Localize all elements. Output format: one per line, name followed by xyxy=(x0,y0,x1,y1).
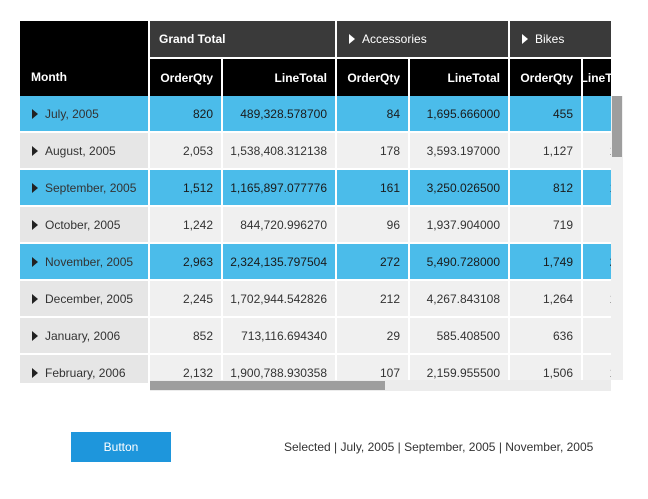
measure-header: OrderQty xyxy=(335,58,410,96)
data-cell[interactable]: 489,328.578700 xyxy=(221,96,337,133)
column-group-header[interactable]: Accessories xyxy=(335,21,510,57)
column-group-header: Grand Total xyxy=(150,21,337,57)
data-cell[interactable]: 455 xyxy=(508,96,583,133)
row-header-month[interactable]: September, 2005 xyxy=(20,170,148,207)
measure-header: OrderQty xyxy=(148,58,223,96)
data-cell[interactable]: 1,54 xyxy=(581,281,611,318)
data-cell[interactable]: 820 xyxy=(148,96,223,133)
data-cell[interactable]: 29 xyxy=(335,318,410,355)
row-header-label: January, 2006 xyxy=(45,328,121,343)
data-cell[interactable]: 719 xyxy=(508,207,583,244)
data-cell[interactable]: 212 xyxy=(335,281,410,318)
column-group-label: Grand Total xyxy=(159,32,226,46)
data-cell[interactable]: 3,593.197000 xyxy=(408,133,510,170)
data-cell[interactable]: 1,83 xyxy=(581,355,611,383)
row-header-label: July, 2005 xyxy=(45,106,99,121)
data-cell[interactable]: 844,720.996270 xyxy=(221,207,337,244)
vertical-scrollbar[interactable] xyxy=(611,96,623,380)
row-header-month[interactable]: February, 2006 xyxy=(20,355,148,383)
measure-header: OrderQty xyxy=(508,58,583,96)
expand-triangle-icon[interactable] xyxy=(522,34,528,44)
expand-triangle-icon[interactable] xyxy=(32,367,38,378)
data-cell[interactable]: 2,245 xyxy=(148,281,223,318)
data-cell[interactable]: 2,159.955500 xyxy=(408,355,510,383)
row-header-month[interactable]: October, 2005 xyxy=(20,207,148,244)
row-header-title: Month xyxy=(20,58,148,96)
data-cell[interactable]: 5,490.728000 xyxy=(408,244,510,281)
row-header-label: February, 2006 xyxy=(45,365,126,380)
data-cell[interactable]: 636 xyxy=(508,318,583,355)
data-cell[interactable]: 1,749 xyxy=(508,244,583,281)
expand-triangle-icon[interactable] xyxy=(32,108,38,119)
row-header-month[interactable]: January, 2006 xyxy=(20,318,148,355)
data-cell[interactable]: 1,127 xyxy=(508,133,583,170)
data-cell[interactable]: 852 xyxy=(148,318,223,355)
data-cell[interactable]: 1,05 xyxy=(581,170,611,207)
expand-triangle-icon[interactable] xyxy=(32,182,38,193)
grid-corner xyxy=(20,21,148,58)
horizontal-scroll-thumb[interactable] xyxy=(150,381,385,390)
data-cell[interactable]: 2,053 xyxy=(148,133,223,170)
row-header-month[interactable]: November, 2005 xyxy=(20,244,148,281)
data-cell[interactable]: 2,324,135.797504 xyxy=(221,244,337,281)
data-cell[interactable]: 1,165,897.077776 xyxy=(221,170,337,207)
data-cell[interactable]: 107 xyxy=(335,355,410,383)
row-header-label: November, 2005 xyxy=(45,254,134,269)
row-header-month[interactable]: August, 2005 xyxy=(20,133,148,170)
expand-triangle-icon[interactable] xyxy=(32,330,38,341)
expand-triangle-icon[interactable] xyxy=(32,219,38,230)
data-cell[interactable]: 1,538,408.312138 xyxy=(221,133,337,170)
data-cell[interactable]: 272 xyxy=(335,244,410,281)
data-cell[interactable]: 585.408500 xyxy=(408,318,510,355)
data-cell[interactable]: 4,267.843108 xyxy=(408,281,510,318)
data-cell[interactable]: 1,702,944.542826 xyxy=(221,281,337,318)
data-cell[interactable]: 1,937.904000 xyxy=(408,207,510,244)
data-cell[interactable]: 45 xyxy=(581,96,611,133)
vertical-scroll-thumb[interactable] xyxy=(612,96,622,157)
data-cell[interactable]: 1,264 xyxy=(508,281,583,318)
expand-triangle-icon[interactable] xyxy=(32,145,38,156)
row-header-month[interactable]: July, 2005 xyxy=(20,96,148,133)
data-cell[interactable]: 68 xyxy=(581,318,611,355)
column-group-header[interactable]: Bikes xyxy=(508,21,611,57)
data-cell[interactable]: 3,250.026500 xyxy=(408,170,510,207)
pivot-grid: Month Grand Total Accessories Bikes OrderQt… xyxy=(20,21,611,383)
measure-header: LineTotal xyxy=(408,58,510,96)
row-header-label: October, 2005 xyxy=(45,217,121,232)
expand-triangle-icon[interactable] xyxy=(32,293,38,304)
data-cell[interactable]: 812 xyxy=(508,170,583,207)
column-group-label: Bikes xyxy=(535,32,565,46)
column-group-label: Accessories xyxy=(362,32,427,46)
data-cell[interactable]: 84 xyxy=(335,96,410,133)
data-cell[interactable]: 1,695.666000 xyxy=(408,96,510,133)
data-cell[interactable]: 77 xyxy=(581,207,611,244)
data-cell[interactable]: 1,512 xyxy=(148,170,223,207)
data-cell[interactable]: 713,116.694340 xyxy=(221,318,337,355)
measure-header: LineTotal xyxy=(581,58,611,96)
row-header-month[interactable]: December, 2005 xyxy=(20,281,148,318)
data-cell[interactable]: 1,242 xyxy=(148,207,223,244)
measure-header: LineTotal xyxy=(221,58,337,96)
data-cell[interactable]: 1,506 xyxy=(508,355,583,383)
data-cell[interactable]: 2,132 xyxy=(148,355,223,383)
data-cell[interactable]: 1,900,788.930358 xyxy=(221,355,337,383)
data-cell[interactable]: 2,963 xyxy=(148,244,223,281)
data-cell[interactable]: 1,42 xyxy=(581,133,611,170)
row-header-label: September, 2005 xyxy=(45,180,137,195)
data-cell[interactable]: 178 xyxy=(335,133,410,170)
horizontal-scrollbar[interactable] xyxy=(150,380,611,391)
data-cell[interactable]: 96 xyxy=(335,207,410,244)
action-button[interactable]: Button xyxy=(71,432,171,462)
row-header-label: August, 2005 xyxy=(45,143,116,158)
data-cell[interactable]: 2,15 xyxy=(581,244,611,281)
data-cell[interactable]: 161 xyxy=(335,170,410,207)
selection-status-text: Selected | July, 2005 | September, 2005 … xyxy=(284,440,594,454)
expand-triangle-icon[interactable] xyxy=(32,256,38,267)
row-header-label: December, 2005 xyxy=(45,291,134,306)
expand-triangle-icon[interactable] xyxy=(349,34,355,44)
